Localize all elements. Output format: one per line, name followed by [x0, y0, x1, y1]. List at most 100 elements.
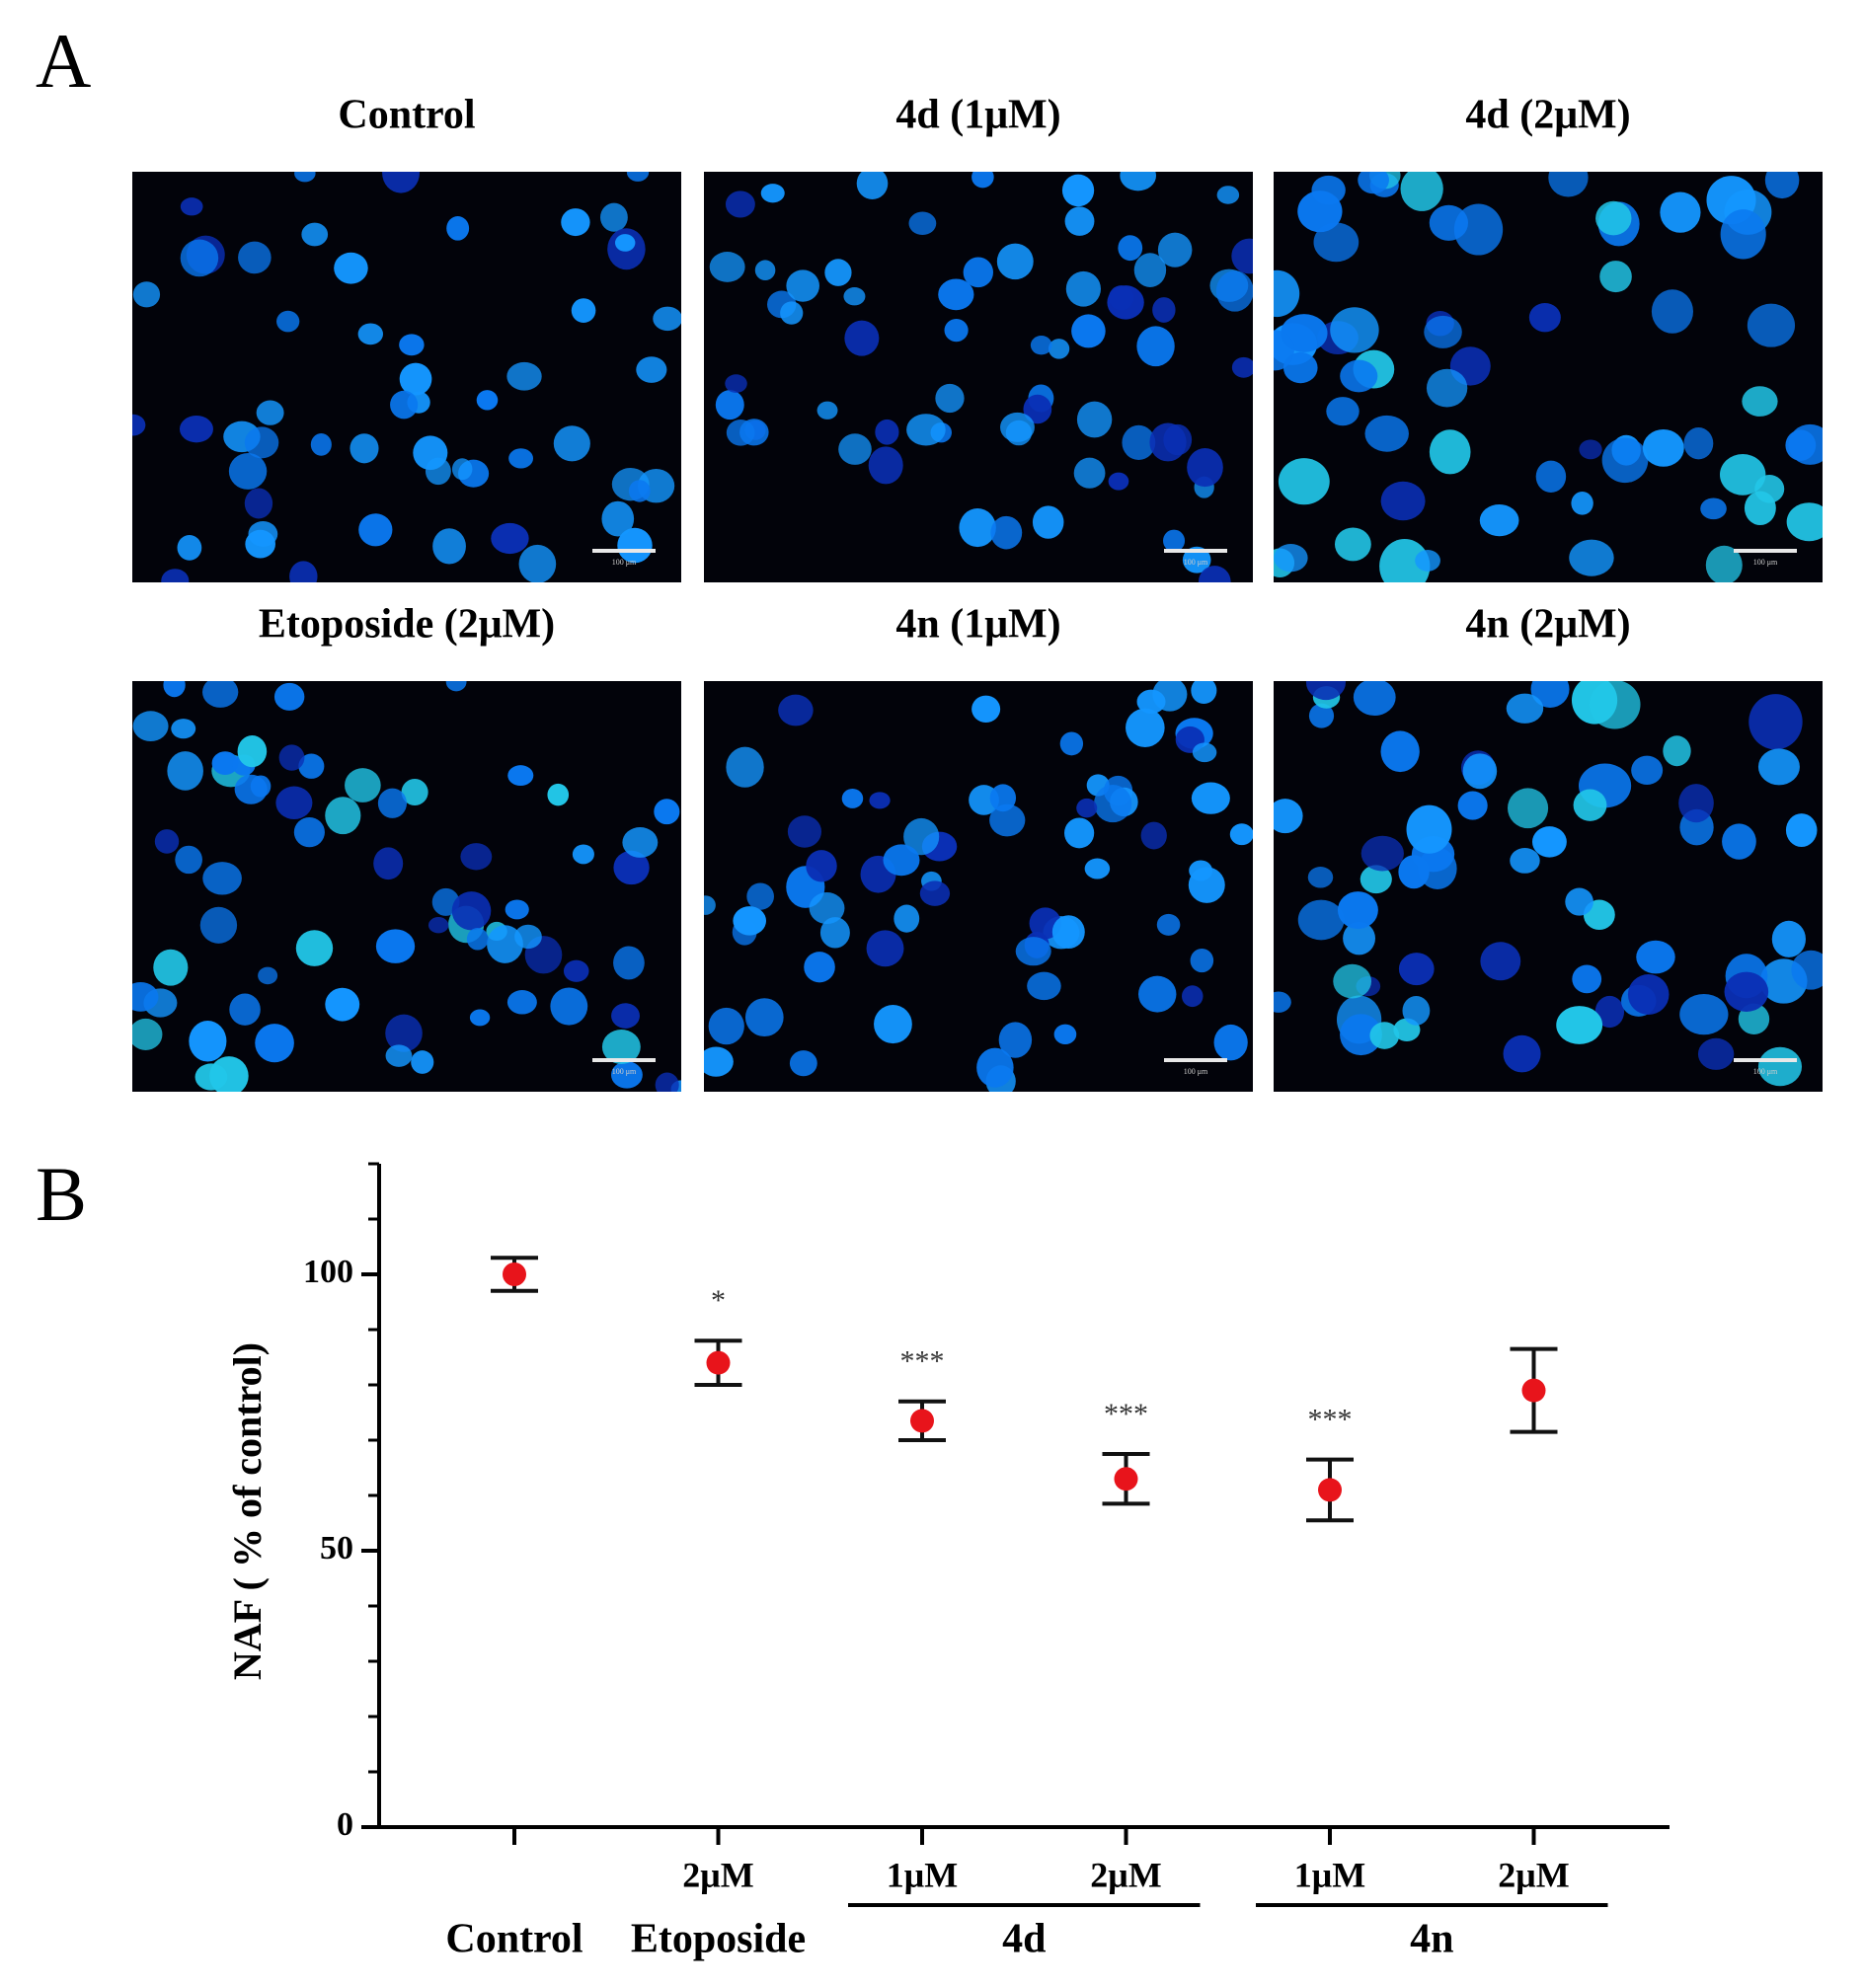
cell-nucleus	[385, 1014, 423, 1052]
cell-nucleus	[726, 746, 764, 788]
y-tick-label: 50	[320, 1530, 353, 1567]
cell-nucleus	[1343, 921, 1376, 956]
cell-nucleus	[1133, 253, 1167, 287]
cell-nucleus	[1048, 339, 1070, 359]
cell-nucleus	[819, 917, 850, 949]
cell-nucleus	[1791, 950, 1823, 990]
cell-nucleus	[401, 779, 428, 805]
cell-nucleus	[132, 414, 146, 436]
cell-nucleus	[1163, 529, 1186, 553]
cell-nucleus	[228, 452, 268, 490]
cell-nucleus	[201, 681, 239, 708]
cell-nucleus	[906, 414, 946, 446]
cell-nucleus	[132, 1018, 163, 1050]
cell-nucleus	[1181, 985, 1204, 1008]
cell-nucleus	[1307, 867, 1334, 888]
cells	[1274, 681, 1823, 1087]
cell-nucleus	[653, 306, 681, 332]
cell-nucleus	[295, 930, 334, 966]
cell-nucleus	[506, 361, 542, 391]
cell-nucleus	[1786, 502, 1823, 542]
cell-nucleus	[382, 172, 420, 193]
cell-nucleus	[733, 906, 767, 936]
cell-nucleus	[180, 239, 219, 277]
group-label: 4n	[1410, 1917, 1453, 1962]
micrograph	[132, 681, 681, 1092]
image-title: Control	[338, 93, 475, 138]
cell-nucleus	[1651, 289, 1694, 334]
cell-nucleus	[547, 783, 570, 806]
cell-nucleus	[350, 433, 379, 464]
cell-nucleus	[563, 959, 589, 982]
cell-nucleus	[704, 1046, 734, 1077]
cell-nucleus	[1282, 351, 1318, 384]
cell-nucleus	[507, 765, 534, 787]
cell-nucleus	[866, 930, 904, 967]
micrograph	[704, 681, 1253, 1092]
cell-nucleus	[1601, 437, 1649, 484]
cell-nucleus	[1415, 550, 1440, 572]
micrograph	[1274, 681, 1823, 1092]
cell-nucleus	[1138, 975, 1177, 1013]
cell-nucleus	[1191, 782, 1230, 814]
cell-nucleus	[1507, 788, 1549, 829]
cell-nucleus	[726, 419, 755, 446]
cell-nucleus	[990, 515, 1023, 550]
cell-nucleus	[601, 500, 635, 537]
cells	[132, 681, 681, 1092]
cell-nucleus	[944, 318, 969, 343]
x-tick-label: 2μM	[682, 1855, 753, 1894]
cell-nucleus	[1571, 492, 1593, 515]
cell-nucleus	[869, 792, 891, 809]
cell-nucleus	[725, 374, 747, 394]
cell-nucleus	[1231, 238, 1253, 274]
cell-nucleus	[1569, 539, 1614, 576]
cell-nucleus	[976, 1047, 1014, 1088]
cell-nucleus	[1076, 798, 1098, 818]
data-point	[1114, 1467, 1138, 1491]
cell-nucleus	[1380, 481, 1426, 521]
cell-nucleus	[715, 390, 744, 421]
cell-nucleus	[1594, 995, 1625, 1029]
cell-nucleus	[1163, 423, 1193, 456]
cell-nucleus	[255, 1024, 294, 1063]
cell-nucleus	[1683, 426, 1714, 460]
cell-nucleus	[357, 323, 384, 345]
cell-nucleus	[1340, 359, 1378, 393]
group-label: 4d	[1002, 1917, 1046, 1962]
cell-nucleus	[628, 480, 651, 502]
cell-nucleus	[1027, 971, 1061, 1001]
cell-nucleus	[1705, 545, 1743, 582]
x-tick-label: 1μM	[1294, 1855, 1365, 1894]
image-title: Etoposide (2μM)	[259, 602, 555, 648]
cell-nucleus	[903, 817, 940, 856]
cell-nucleus	[778, 694, 814, 726]
cell-nucleus	[154, 829, 180, 854]
cell-nucleus	[971, 172, 994, 189]
cell-nucleus	[273, 682, 305, 711]
cell-nucleus	[613, 946, 645, 980]
cell-nucleus	[244, 488, 273, 519]
cell-nucleus	[1187, 447, 1223, 488]
cell-nucleus	[1353, 681, 1396, 717]
significance: ***	[1308, 1403, 1353, 1435]
cell-nucleus	[1573, 789, 1607, 821]
cell-nucleus	[1535, 460, 1567, 493]
cell-nucleus	[1678, 784, 1714, 823]
cell-nucleus	[446, 216, 470, 241]
cell-nucleus	[571, 298, 596, 323]
cell-nucleus	[1785, 813, 1818, 848]
cell-nucleus	[1531, 826, 1567, 858]
cell-nucleus	[996, 243, 1034, 280]
cell-nucleus	[1754, 474, 1785, 503]
cell-nucleus	[613, 850, 650, 885]
cell-nucleus	[1340, 1014, 1382, 1056]
cell-nucleus	[1747, 303, 1796, 347]
cell-nucleus	[237, 735, 268, 768]
cell-nucleus	[1748, 694, 1803, 750]
cell-nucleus	[377, 788, 408, 818]
cell-nucleus	[1333, 963, 1372, 999]
cell-nucleus	[919, 880, 951, 906]
cell-nucleus	[1719, 454, 1766, 496]
image-title: 4d (1μM)	[895, 93, 1060, 138]
